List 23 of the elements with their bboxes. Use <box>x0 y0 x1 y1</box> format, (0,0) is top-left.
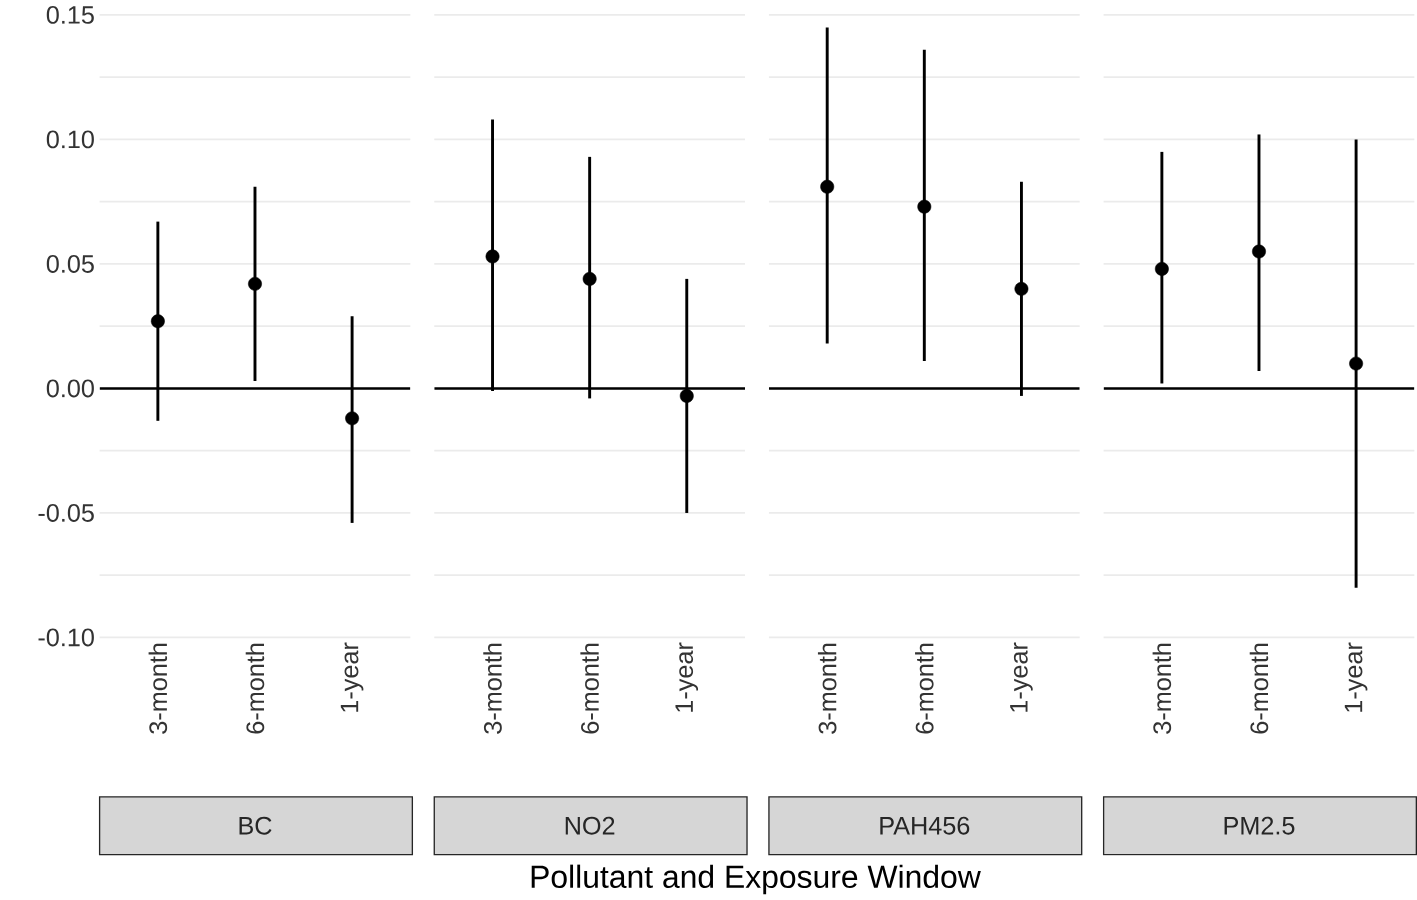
y-tick-label: -0.05 <box>38 503 94 522</box>
x-tick-label: 1-year <box>340 642 364 712</box>
x-tick-label: 6-month <box>915 643 934 734</box>
y-tick-label: 0.00 <box>46 379 94 398</box>
x-tick-label: 3-month <box>817 643 837 734</box>
text: BC <box>239 816 272 835</box>
y-tick-label: 0.15 <box>46 5 94 24</box>
text: PAH456 <box>880 816 970 835</box>
x-axis-title: Pollutant and Exposure Window <box>531 864 981 895</box>
x-tick-label: 6-month <box>1249 643 1269 734</box>
x-tick-label: 3-month <box>1152 643 1172 734</box>
x-tick-label: 6-month <box>580 643 599 734</box>
x-tick-label: 6-month <box>245 643 265 734</box>
text: PM2.5 <box>1224 816 1295 835</box>
x-tick-label: 1-year <box>1344 642 1368 712</box>
y-tick-label: 0.05 <box>46 254 94 273</box>
x-tick-label: 3-month <box>483 643 502 734</box>
y-tick-label: -0.10 <box>38 628 94 647</box>
x-tick-label: 1-year <box>1010 642 1033 712</box>
text: NO2 <box>565 816 615 835</box>
x-tick-label: 3-month <box>148 643 168 734</box>
x-tick-label: 1-year <box>675 642 699 712</box>
y-tick-label: 0.10 <box>46 130 94 149</box>
